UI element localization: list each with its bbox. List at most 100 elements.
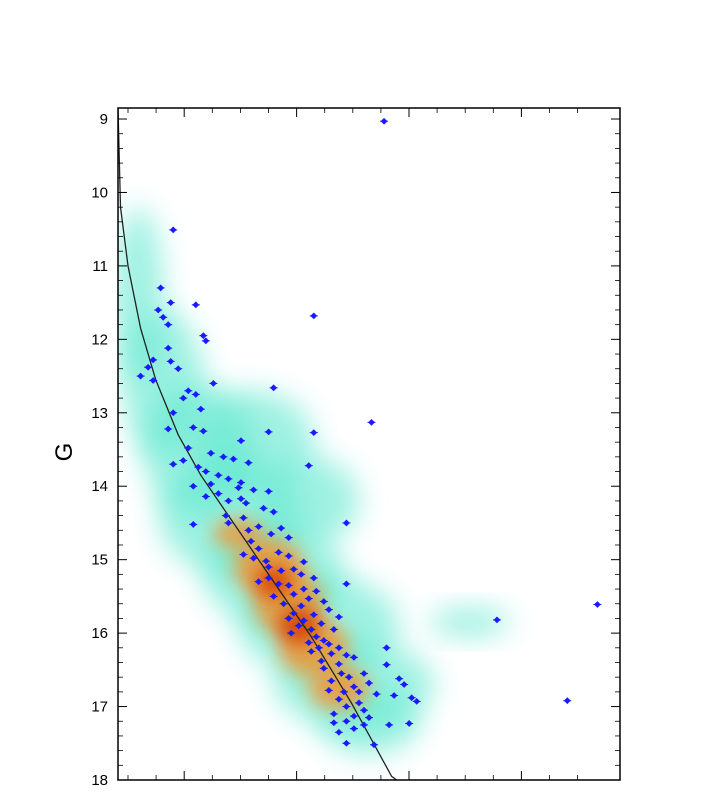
point-marker [277, 567, 285, 575]
data-point [367, 418, 376, 426]
point-marker [335, 613, 343, 621]
point-marker [197, 405, 205, 413]
point-marker [237, 479, 245, 486]
data-point [219, 453, 228, 461]
point-marker [154, 306, 162, 314]
point-marker [350, 712, 358, 720]
point-marker [174, 365, 182, 373]
data-point [382, 644, 391, 652]
data-point [274, 580, 283, 588]
data-point [214, 471, 223, 479]
data-point [372, 690, 381, 698]
point-marker [235, 484, 242, 492]
data-point [359, 721, 368, 729]
point-marker [202, 493, 210, 500]
point-marker [215, 471, 222, 479]
point-marker [245, 459, 252, 467]
point-marker [265, 487, 272, 495]
data-point [382, 661, 391, 669]
point-marker [149, 377, 157, 384]
data-point [342, 717, 351, 725]
point-marker [310, 429, 318, 437]
point-marker [343, 580, 350, 588]
point-marker [184, 387, 192, 395]
data-point [277, 524, 286, 532]
data-point [166, 357, 175, 365]
data-point [267, 530, 276, 538]
data-point [156, 284, 165, 292]
data-point [169, 460, 178, 468]
data-point [201, 337, 210, 345]
point-marker [383, 644, 390, 652]
point-marker [225, 475, 232, 483]
data-point [209, 380, 218, 387]
data-point [324, 606, 333, 614]
point-marker [277, 524, 285, 532]
data-point [259, 504, 268, 512]
point-marker [285, 581, 293, 589]
data-point [229, 455, 238, 463]
data-point [184, 387, 193, 395]
density-blob [258, 456, 359, 545]
point-marker [209, 380, 217, 387]
data-point [327, 677, 336, 685]
y-tick-label: 10 [91, 184, 108, 201]
data-point [407, 694, 416, 702]
point-marker [395, 675, 403, 683]
data-point [304, 639, 313, 647]
data-point [136, 372, 145, 380]
point-marker [343, 703, 350, 710]
point-marker [365, 679, 373, 687]
data-point [342, 651, 351, 659]
data-point [365, 679, 373, 687]
data-point [236, 495, 245, 503]
point-marker [245, 526, 252, 534]
data-point [342, 703, 351, 710]
point-marker [305, 595, 313, 602]
data-point [284, 552, 293, 560]
data-point [279, 600, 288, 608]
point-marker [184, 444, 192, 452]
point-marker [242, 499, 250, 507]
point-marker [285, 615, 293, 622]
data-point [169, 226, 178, 234]
data-point [299, 585, 308, 593]
point-marker [310, 574, 318, 582]
point-marker [325, 606, 333, 614]
point-marker [167, 357, 175, 365]
data-point [349, 653, 358, 661]
data-point [159, 313, 168, 321]
data-point [400, 681, 409, 688]
point-marker [157, 284, 165, 292]
data-point [154, 306, 163, 314]
data-point [493, 616, 502, 624]
density-blob [429, 607, 510, 637]
point-marker [169, 226, 177, 234]
point-marker [285, 552, 293, 560]
data-point [309, 312, 318, 320]
y-tick-label: 17 [91, 699, 108, 716]
data-point [239, 514, 248, 522]
data-point [199, 332, 208, 340]
y-tick-label: 11 [92, 258, 108, 275]
data-point [299, 558, 308, 566]
data-point [254, 523, 263, 531]
data-point [224, 519, 233, 527]
data-point [327, 650, 336, 658]
point-marker [169, 460, 177, 468]
point-marker [325, 687, 333, 694]
point-marker [307, 626, 315, 633]
data-point [189, 424, 198, 431]
data-point [269, 384, 278, 392]
data-point [224, 475, 233, 483]
point-marker [215, 490, 222, 497]
point-marker [330, 626, 338, 633]
point-marker [199, 332, 207, 340]
data-point [244, 459, 253, 467]
point-marker [320, 664, 328, 672]
point-marker [295, 622, 303, 630]
data-point [254, 545, 263, 553]
point-marker [189, 521, 197, 528]
data-point [354, 688, 363, 696]
